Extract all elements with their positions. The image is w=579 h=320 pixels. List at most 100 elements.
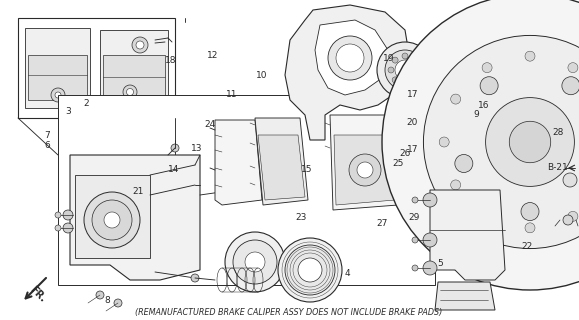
Text: 25: 25	[393, 159, 404, 168]
Circle shape	[123, 85, 137, 99]
Polygon shape	[70, 155, 200, 280]
Circle shape	[482, 211, 492, 221]
Circle shape	[349, 154, 381, 186]
Text: 18: 18	[165, 56, 177, 65]
Polygon shape	[75, 175, 150, 258]
Circle shape	[504, 117, 512, 125]
Polygon shape	[285, 5, 410, 140]
Circle shape	[412, 77, 418, 83]
Circle shape	[92, 200, 132, 240]
Polygon shape	[58, 95, 435, 285]
Circle shape	[484, 139, 496, 151]
Text: 7: 7	[45, 132, 50, 140]
Circle shape	[191, 274, 199, 282]
Circle shape	[55, 225, 61, 231]
Circle shape	[525, 51, 535, 61]
Polygon shape	[258, 135, 305, 200]
Circle shape	[458, 113, 522, 177]
Circle shape	[448, 103, 532, 187]
Circle shape	[431, 64, 459, 92]
Circle shape	[506, 147, 516, 157]
Circle shape	[464, 147, 474, 157]
Polygon shape	[330, 115, 398, 210]
Text: 27: 27	[376, 220, 388, 228]
Text: 20: 20	[406, 118, 418, 127]
Text: 15: 15	[301, 165, 313, 174]
Text: 17: 17	[406, 145, 418, 154]
Circle shape	[51, 88, 65, 102]
Circle shape	[450, 180, 461, 190]
Circle shape	[392, 57, 398, 63]
Circle shape	[402, 53, 408, 59]
Circle shape	[298, 258, 322, 282]
Circle shape	[104, 212, 120, 228]
Circle shape	[245, 252, 265, 272]
Circle shape	[568, 63, 578, 73]
Circle shape	[476, 131, 504, 159]
Circle shape	[225, 232, 285, 292]
Circle shape	[412, 265, 418, 271]
Circle shape	[457, 150, 466, 158]
Text: B-21: B-21	[547, 164, 568, 172]
Circle shape	[480, 77, 498, 95]
Polygon shape	[103, 55, 165, 100]
Circle shape	[498, 122, 508, 132]
Polygon shape	[315, 20, 388, 95]
Circle shape	[525, 223, 535, 233]
Polygon shape	[18, 18, 175, 118]
Text: 13: 13	[191, 144, 203, 153]
Polygon shape	[255, 118, 308, 205]
Polygon shape	[334, 135, 395, 205]
Polygon shape	[28, 55, 87, 100]
Circle shape	[84, 192, 140, 248]
Circle shape	[388, 67, 394, 73]
Circle shape	[450, 94, 461, 104]
Circle shape	[416, 67, 422, 73]
Circle shape	[521, 203, 539, 220]
Circle shape	[412, 57, 418, 63]
Circle shape	[114, 299, 122, 307]
Circle shape	[132, 37, 148, 53]
Circle shape	[515, 150, 522, 158]
Text: 22: 22	[521, 242, 533, 251]
Text: 16: 16	[478, 101, 490, 110]
Text: 5: 5	[437, 260, 443, 268]
Circle shape	[328, 36, 372, 80]
Circle shape	[455, 155, 473, 172]
Circle shape	[63, 223, 73, 233]
Text: 10: 10	[256, 71, 267, 80]
Circle shape	[563, 215, 573, 225]
Circle shape	[382, 0, 579, 290]
Circle shape	[285, 245, 335, 295]
Circle shape	[562, 77, 579, 95]
Circle shape	[423, 193, 437, 207]
Circle shape	[423, 261, 437, 275]
Circle shape	[510, 121, 551, 163]
Circle shape	[472, 122, 482, 132]
Text: 19: 19	[383, 54, 395, 63]
Circle shape	[136, 41, 144, 49]
Circle shape	[402, 81, 408, 87]
Circle shape	[392, 77, 398, 83]
Circle shape	[55, 92, 61, 98]
Circle shape	[126, 89, 134, 95]
Polygon shape	[430, 190, 505, 280]
Circle shape	[423, 56, 467, 100]
Circle shape	[412, 197, 418, 203]
Text: 8: 8	[104, 296, 110, 305]
Circle shape	[233, 240, 277, 284]
Circle shape	[568, 211, 578, 221]
Circle shape	[563, 173, 577, 187]
Circle shape	[412, 237, 418, 243]
Text: 6: 6	[45, 141, 50, 150]
Circle shape	[468, 117, 477, 125]
Circle shape	[230, 185, 240, 195]
Circle shape	[357, 162, 373, 178]
Circle shape	[482, 63, 492, 73]
Text: (REMANUFACTURED BRAKE CALIPER ASSY DOES NOT INCLUDE BRAKE PADS): (REMANUFACTURED BRAKE CALIPER ASSY DOES …	[135, 308, 442, 316]
Circle shape	[171, 144, 179, 152]
Text: 12: 12	[207, 52, 219, 60]
Text: 23: 23	[295, 213, 307, 222]
Circle shape	[485, 162, 495, 172]
Text: 29: 29	[408, 213, 420, 222]
